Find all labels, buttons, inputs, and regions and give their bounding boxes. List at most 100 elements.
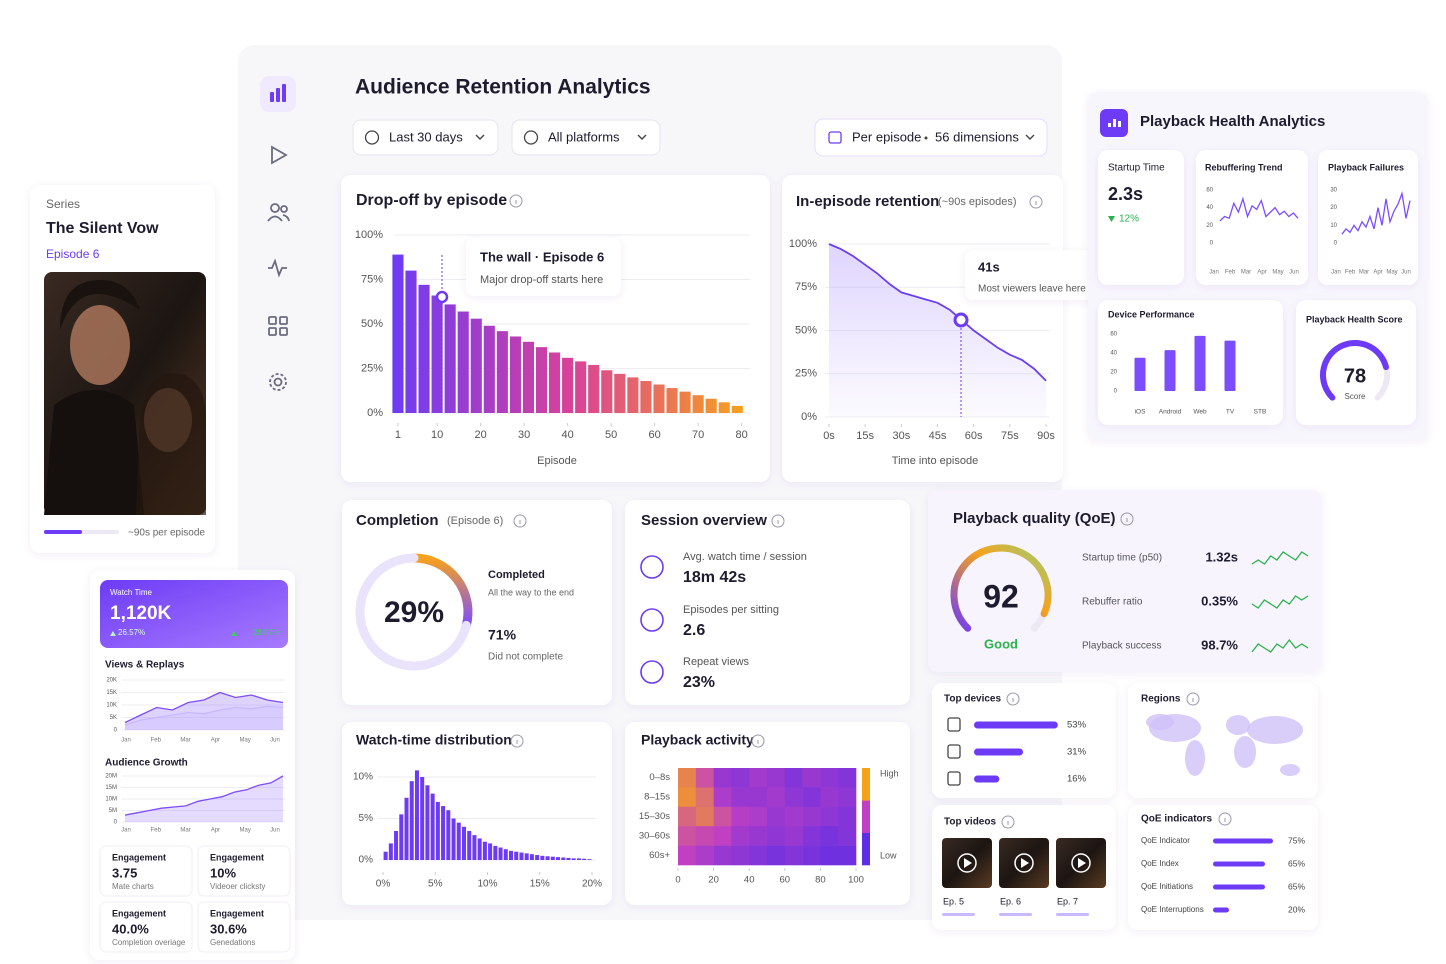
bar [444,304,456,413]
heat-cell [731,845,750,866]
bar [535,347,548,413]
histogram-bar [404,797,409,860]
x-tick-label: Android [1159,409,1182,416]
histogram-bar [498,847,503,860]
gauge-label: Good [984,636,1018,651]
annotation-text: Major drop-off starts here [480,274,603,286]
heat-cell [820,806,839,827]
y-tick-label: 40 [1110,351,1117,357]
x-tick-label: 15s [856,430,874,442]
legend-label: Completed [488,569,545,581]
video-label: Ep. 5 [943,896,964,906]
filter-label: All platforms [548,129,620,144]
info-icon [771,514,785,528]
device-icon [947,717,961,732]
x-tick-label: May [1272,270,1283,276]
bar [1224,340,1236,391]
x-tick-label: Apr [1373,270,1382,276]
kpi-tile [99,901,193,953]
metric-value: 1.32s [1205,549,1238,564]
heat-cell [749,768,768,788]
cover-figure [60,280,140,330]
heat-cell [678,787,697,808]
line [1219,196,1299,222]
view-icon [828,131,842,144]
y-tick-label: 60 [1110,332,1117,338]
histogram-bar [467,830,472,860]
bar [575,361,587,413]
bar [974,775,1000,783]
kpi-value: 1,120K [110,603,172,624]
histogram-bar [414,770,419,860]
annotation-title: 41s [978,259,1000,274]
x-tick-label: 60 [649,429,661,441]
nav-icons[interactable] [267,145,290,391]
bar [666,388,678,413]
panel-title: Playback Health Analytics [1140,113,1325,130]
info-icon [513,514,527,528]
bar [718,402,730,413]
bar [1213,838,1273,844]
progress-bar [1056,913,1089,916]
play-button [1014,853,1034,873]
bar [588,364,600,413]
item-value: 2.6 [683,622,705,639]
map-region [1146,714,1174,730]
heat-cell [767,806,786,827]
bar [1213,884,1265,890]
marker [435,290,449,304]
heat-cell [749,845,768,866]
card-title: In-episode retention [796,193,939,210]
histogram-bar [571,858,576,860]
filter-pill[interactable] [511,119,661,156]
y-tick-label: 0% [359,855,374,866]
heat-cell [802,768,821,788]
view-pill[interactable] [814,118,1048,157]
kpi-change: 12% [1119,214,1139,225]
mini-title: Views & Replays [105,660,185,671]
kpi-value: 10% [210,865,236,880]
legend-note: Did not complete [488,652,563,663]
trend-icon [1108,216,1115,222]
item-label: Avg. watch time / session [683,551,807,563]
x-tick-label: Web [1193,409,1207,416]
area [829,244,1046,417]
play-button [957,853,977,873]
bar [601,370,613,413]
card [1128,683,1318,798]
kpi-label: Engagement [210,852,264,862]
bar [640,380,652,413]
histogram-bar [451,818,456,860]
x-tick-label: Mar [1359,270,1369,276]
heat-cell [784,787,803,808]
card [1318,150,1418,285]
donut-segment [409,553,473,630]
y-tick-label: 100% [355,229,383,241]
heat-cell [802,845,821,866]
kpi-change: 26.57% [118,628,145,637]
histogram-bar [514,851,519,860]
histogram-bar [582,858,587,860]
y-tick-label: 0 [1334,241,1338,247]
device-icon [947,744,961,759]
y-tick-label: 0% [367,407,383,419]
card [625,500,910,705]
x-tick-label: Feb [151,738,162,744]
bar [653,384,665,413]
histogram-bar [503,849,508,860]
histogram-bar [529,854,534,860]
x-axis-label: Episode [537,455,577,467]
separator [924,136,928,140]
filter-pill[interactable] [352,119,499,156]
dimensions-label: 56 dimensions [935,129,1019,144]
x-tick-label: 20% [582,879,602,890]
histogram-bar [472,835,477,860]
x-tick-label: 20 [708,875,719,886]
heat-cell [802,787,821,808]
info-icon [1186,692,1200,706]
histogram-bar [430,793,435,860]
bar [627,377,639,413]
bar [692,395,704,413]
histogram-bar [394,830,399,860]
histogram-bar [477,838,482,860]
